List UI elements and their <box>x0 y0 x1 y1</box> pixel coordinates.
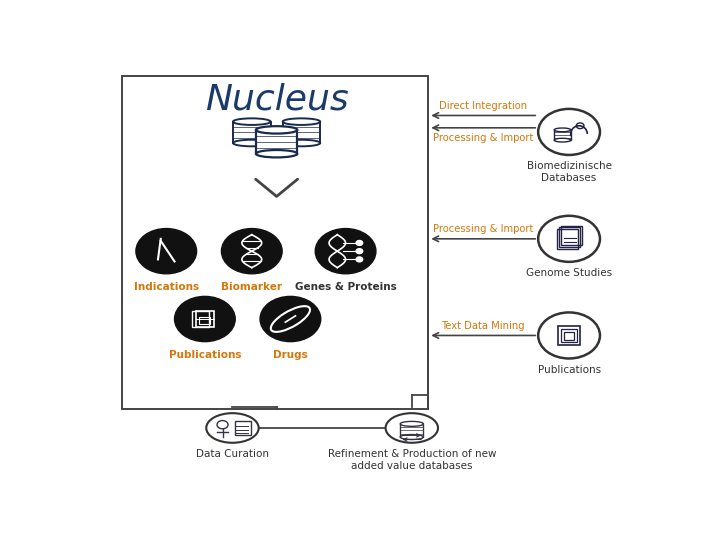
Bar <box>192 311 209 327</box>
Ellipse shape <box>256 150 298 158</box>
Circle shape <box>356 240 362 246</box>
Text: Genes & Proteins: Genes & Proteins <box>295 282 397 292</box>
Bar <box>400 424 424 437</box>
Text: Direct Integration: Direct Integration <box>439 100 528 111</box>
Circle shape <box>538 216 600 262</box>
Text: Processing & Import: Processing & Import <box>433 224 533 234</box>
Ellipse shape <box>233 140 271 146</box>
Bar <box>564 332 574 340</box>
Bar <box>256 130 298 154</box>
Text: Genome Studies: Genome Studies <box>526 268 612 278</box>
Text: Processing & Import: Processing & Import <box>433 133 533 143</box>
Text: Publications: Publications <box>169 350 241 360</box>
Bar <box>199 317 211 324</box>
Ellipse shape <box>400 421 424 426</box>
Text: Refinement & Production of new
added value databases: Refinement & Production of new added val… <box>328 449 496 471</box>
FancyArrowPatch shape <box>404 438 422 441</box>
Ellipse shape <box>256 126 298 134</box>
Bar <box>561 329 577 342</box>
Ellipse shape <box>554 128 571 132</box>
Ellipse shape <box>400 435 424 439</box>
Ellipse shape <box>283 119 320 125</box>
Circle shape <box>315 229 376 274</box>
Circle shape <box>221 229 282 274</box>
Bar <box>554 130 571 140</box>
Circle shape <box>260 296 320 342</box>
FancyArrowPatch shape <box>402 434 420 437</box>
Text: Biomedizinische
Databases: Biomedizinische Databases <box>527 161 612 183</box>
Circle shape <box>538 312 600 358</box>
Text: Indications: Indications <box>134 282 199 292</box>
Bar <box>233 122 271 143</box>
Ellipse shape <box>283 140 320 146</box>
Text: Text Data Mining: Text Data Mining <box>441 320 525 331</box>
Ellipse shape <box>554 138 571 142</box>
Ellipse shape <box>233 119 271 125</box>
Circle shape <box>356 249 362 254</box>
Circle shape <box>174 296 235 342</box>
Bar <box>235 421 251 435</box>
Bar <box>561 226 582 246</box>
Text: Drugs: Drugs <box>273 350 308 360</box>
Circle shape <box>356 257 362 262</box>
Ellipse shape <box>206 413 258 443</box>
Bar <box>122 76 429 410</box>
Bar <box>196 311 214 327</box>
Bar <box>558 326 580 345</box>
Text: Publications: Publications <box>538 365 601 375</box>
Text: Biomarker: Biomarker <box>221 282 282 292</box>
Ellipse shape <box>386 413 438 443</box>
Text: Nucleus: Nucleus <box>205 82 348 116</box>
Bar <box>283 122 320 143</box>
Bar <box>559 227 580 247</box>
Circle shape <box>538 109 600 155</box>
Bar <box>557 229 578 249</box>
Text: Data Curation: Data Curation <box>196 449 269 459</box>
Circle shape <box>136 229 197 274</box>
